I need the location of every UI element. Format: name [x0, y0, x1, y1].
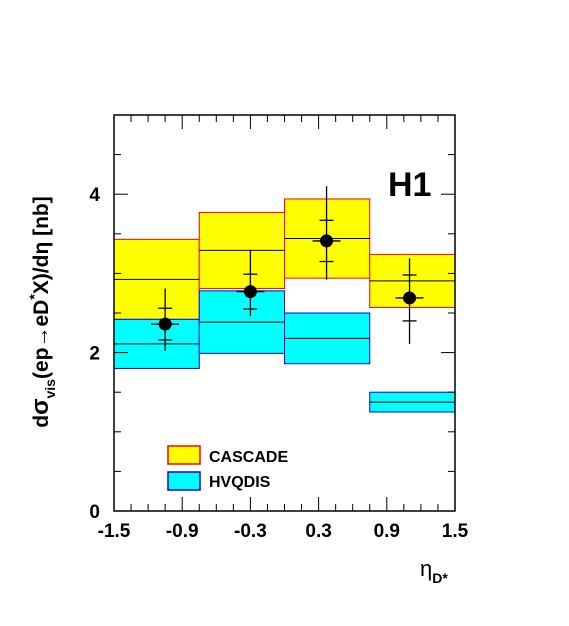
- legend-swatch-cascade: [167, 445, 201, 465]
- data-point-marker-1: [243, 285, 257, 299]
- legend-label-hvqdis: HVQDIS: [209, 474, 271, 491]
- x-axis-title: ηD*: [420, 556, 448, 586]
- data-point-1: [236, 249, 265, 317]
- y-tick-label-1: 2: [89, 344, 100, 365]
- y-tick-label-2: 4: [89, 185, 100, 206]
- data-point-3: [395, 258, 424, 344]
- y-axis-title: dσvis(ep→eD*X)/dη [nb]: [26, 196, 58, 428]
- data-points-layer: [151, 186, 424, 352]
- median-lines-layer: [114, 238, 455, 403]
- data-point-0: [151, 288, 180, 352]
- tick-labels-layer: -1.5 -0.9 -0.3 0.3 0.9 1.5 0 2 4: [89, 185, 468, 542]
- x-tick-label-0: -1.5: [98, 521, 131, 542]
- x-tick-label-2: -0.3: [234, 521, 267, 542]
- data-point-2: [312, 186, 341, 280]
- ticks-layer: [113, 114, 456, 512]
- x-tick-label-1: -0.9: [166, 521, 199, 542]
- data-point-marker-3: [403, 291, 417, 305]
- x-tick-label-3: 0.3: [305, 521, 331, 542]
- experiment-label: H1: [388, 166, 431, 204]
- legend-label-cascade: CASCADE: [209, 449, 288, 466]
- x-tick-label-4: 0.9: [374, 521, 400, 542]
- data-point-marker-0: [158, 317, 172, 331]
- y-tick-label-0: 0: [89, 502, 100, 523]
- legend: CASCADE HVQDIS: [167, 445, 288, 491]
- data-point-marker-2: [320, 234, 334, 248]
- x-tick-label-5: 1.5: [442, 521, 469, 542]
- legend-swatch-hvqdis: [167, 471, 201, 491]
